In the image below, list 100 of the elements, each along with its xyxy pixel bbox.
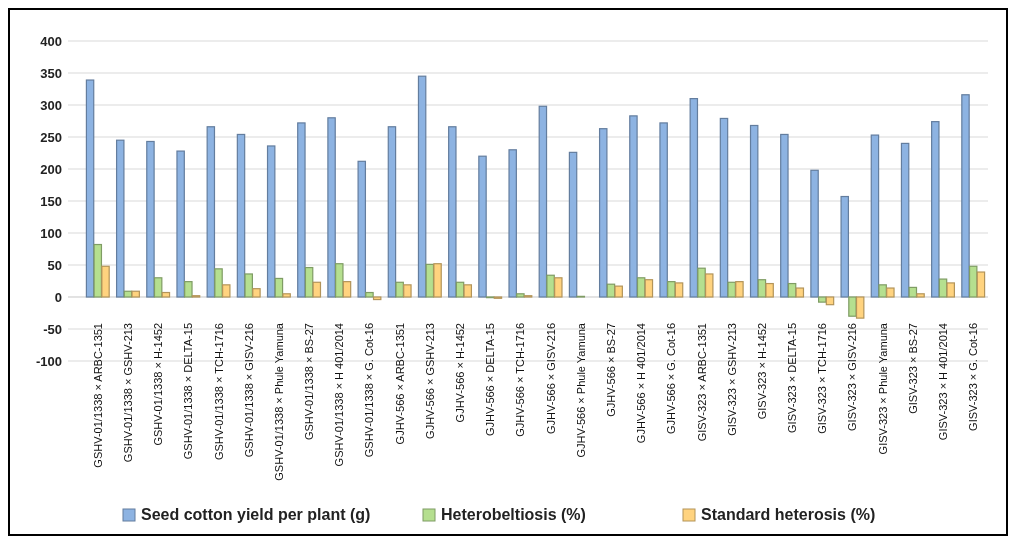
bar xyxy=(206,126,216,298)
bar xyxy=(765,282,774,298)
bar xyxy=(508,149,517,298)
x-tick-label: GSHV-01/1338 × GISV-216 xyxy=(242,323,255,458)
bar xyxy=(161,291,171,298)
bar xyxy=(870,134,880,298)
bar xyxy=(176,150,185,298)
x-tick-label: GISV-323 × H 401/2014 xyxy=(937,323,950,441)
bar xyxy=(704,273,714,298)
x-tick-label: GJHV-566 × GISV-216 xyxy=(544,323,557,434)
x-tick-label: GJHV-566 × BS-27 xyxy=(604,323,617,417)
bar xyxy=(546,274,555,298)
y-tick-label: 50 xyxy=(47,257,62,273)
bar xyxy=(214,268,223,298)
bar xyxy=(749,124,759,298)
bar xyxy=(387,126,397,298)
bar xyxy=(282,293,291,298)
bar xyxy=(554,277,563,298)
bar xyxy=(886,287,895,298)
x-tick-label: GSHV-01/1338 × DELTA-15 xyxy=(182,323,195,460)
bar xyxy=(538,105,548,298)
bar xyxy=(795,287,805,298)
bar xyxy=(312,281,322,298)
x-tick-label: GJHV-566 × Phule Yamuna xyxy=(574,322,587,458)
x-tick-label: GSHV-01/1338 × Phule Yamuna xyxy=(272,322,285,481)
bar xyxy=(463,284,473,298)
bar xyxy=(931,121,940,298)
bar xyxy=(327,117,336,298)
bar xyxy=(659,122,668,298)
bar xyxy=(85,79,95,298)
x-tick-label: GJHV-566 × GSHV-213 xyxy=(423,323,436,439)
x-tick-label: GISV-323 × G. Cot-16 xyxy=(967,323,980,431)
bar xyxy=(236,133,246,298)
bar xyxy=(878,284,887,298)
bar xyxy=(667,281,676,298)
bar xyxy=(644,279,654,298)
x-tick-label: GISV-323 × DELTA-15 xyxy=(786,323,799,433)
bar xyxy=(101,265,110,298)
y-tick-label: 0 xyxy=(54,289,62,305)
bar xyxy=(735,281,744,298)
bar xyxy=(818,296,827,303)
bar xyxy=(131,290,140,298)
x-tick-label: GSHV-01/1338 × G. Cot-16 xyxy=(363,323,376,458)
bar xyxy=(221,284,231,298)
bar xyxy=(855,296,865,319)
bar xyxy=(342,281,352,298)
bar xyxy=(946,282,956,298)
bar xyxy=(629,115,638,298)
bar xyxy=(598,128,608,298)
x-tick-label: GSHV-01/1338 × TCH-1716 xyxy=(212,323,225,461)
x-tick-label: GISV-323 × ARBC-1351 xyxy=(695,323,708,442)
x-tick-label: GJHV-566 × ARBC-1351 xyxy=(393,323,406,445)
x-tick-label: GISV-323 × BS-27 xyxy=(906,323,919,414)
x-tick-label: GJHV-566 × H-1452 xyxy=(454,323,467,423)
y-tick-label: 300 xyxy=(40,97,62,113)
bar xyxy=(689,98,699,298)
x-tick-label: GJHV-566 × G. Cot-16 xyxy=(665,323,678,434)
bar xyxy=(968,265,978,298)
x-tick-label: GISV-323 × GISV-216 xyxy=(846,323,859,431)
x-tick-label: GSHV-01/1338 × ARBC-1351 xyxy=(91,323,104,468)
bar xyxy=(372,296,382,301)
bar xyxy=(433,263,442,298)
y-tick-label: 350 xyxy=(40,65,62,81)
x-tick-label: GJHV-566 × DELTA-15 xyxy=(484,323,497,437)
x-tick-label: GISV-323 × Phule Yamuna xyxy=(876,322,889,455)
bar xyxy=(146,140,155,298)
y-tick-label: 150 xyxy=(40,193,62,209)
bar xyxy=(976,271,986,298)
bar xyxy=(184,281,193,298)
bar xyxy=(297,122,306,298)
bar xyxy=(697,267,706,298)
bar xyxy=(780,133,789,298)
y-tick-label: 400 xyxy=(40,33,62,49)
x-tick-label: GSHV-01/1338 × BS-27 xyxy=(303,323,316,441)
x-tick-label: GISV-323 × TCH-1716 xyxy=(816,323,829,434)
bar xyxy=(810,169,819,298)
y-tick-label: 100 xyxy=(40,225,62,241)
x-tick-label: GJHV-566 × H 401/2014 xyxy=(635,323,648,444)
bar xyxy=(448,126,457,298)
bar xyxy=(93,243,103,298)
x-tick-label: GSHV-01/1338 × GSHV-213 xyxy=(121,323,134,463)
bar xyxy=(365,291,374,298)
bar xyxy=(961,94,970,298)
bar xyxy=(568,151,578,298)
bar xyxy=(357,160,367,298)
legend-label: Standard heterosis (%) xyxy=(701,506,876,523)
bar xyxy=(153,277,163,298)
x-tick-label: GJHV-566 × TCH-1716 xyxy=(514,323,527,437)
y-tick-label: 200 xyxy=(40,161,62,177)
bar xyxy=(266,145,276,298)
bar xyxy=(916,293,925,298)
x-tick-label: GISV-323 × GSHV-213 xyxy=(725,323,738,436)
legend-label: Seed cotton yield per plant (g) xyxy=(141,506,371,523)
bar xyxy=(840,195,850,298)
bar xyxy=(719,117,729,298)
bar xyxy=(900,142,910,298)
bar xyxy=(636,277,646,298)
bar xyxy=(274,277,284,298)
bar xyxy=(848,296,857,317)
bar xyxy=(674,282,684,298)
